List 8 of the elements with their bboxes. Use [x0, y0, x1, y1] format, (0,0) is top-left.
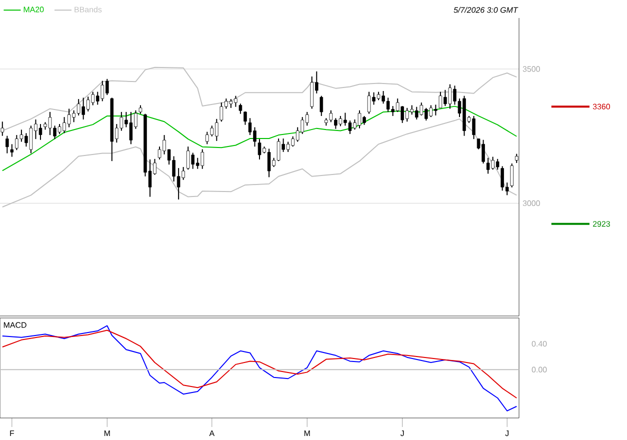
candlestick — [510, 162, 514, 188]
candlestick — [0, 121, 4, 136]
candlestick — [238, 103, 242, 114]
candlestick — [320, 95, 324, 116]
candlestick — [10, 144, 14, 158]
candlestick — [6, 135, 9, 154]
line-series — [2, 330, 518, 398]
candlestick — [244, 110, 247, 126]
